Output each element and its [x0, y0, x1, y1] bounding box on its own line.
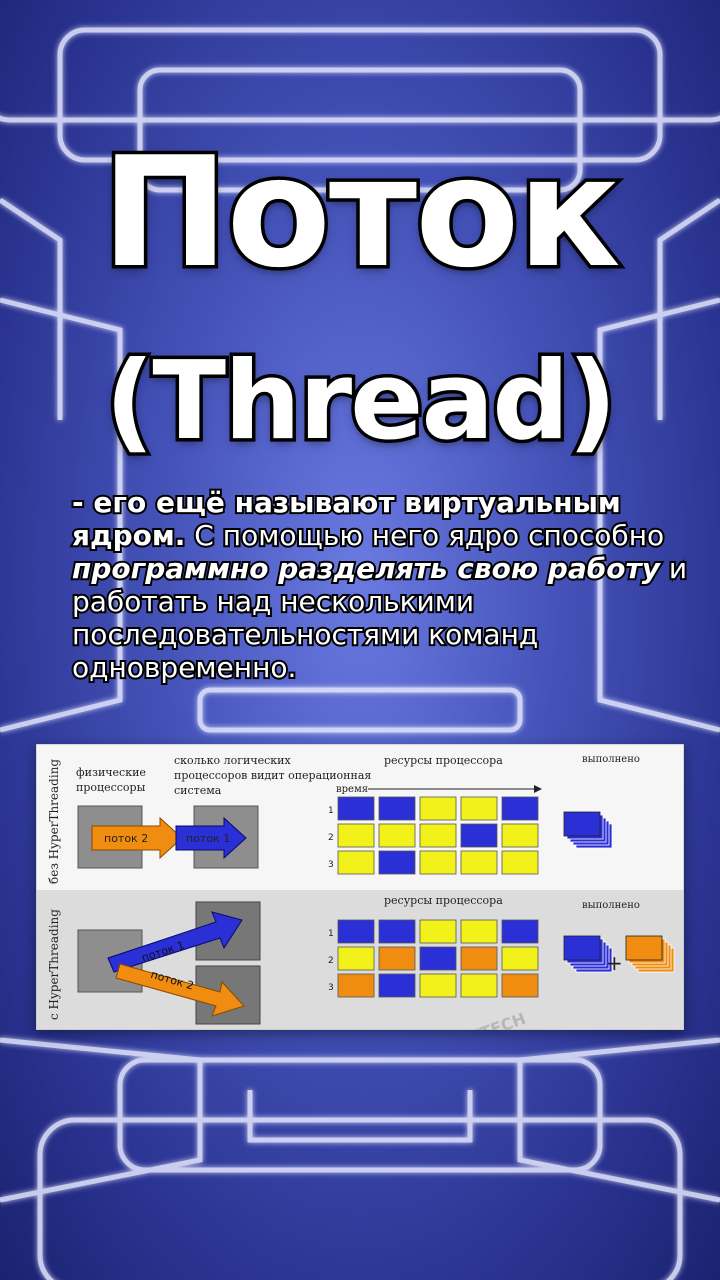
- row-number: 1: [328, 929, 334, 939]
- resource-cell: [338, 851, 374, 874]
- svg-text:поток 1: поток 1: [186, 832, 230, 845]
- resource-cell: [461, 851, 497, 874]
- resource-cell: [379, 920, 415, 943]
- resource-cell: [502, 920, 538, 943]
- resource-cell: [379, 797, 415, 820]
- resource-cell: [461, 824, 497, 847]
- label-with-ht: с HyperThreading: [47, 909, 61, 1020]
- resource-cell: [379, 974, 415, 997]
- resource-cell: [502, 974, 538, 997]
- page-subtitle: (Thread): [0, 342, 720, 462]
- resource-grid-with: [338, 920, 538, 997]
- row-number: 1: [328, 806, 334, 816]
- resource-cell: [461, 974, 497, 997]
- resource-cell: [502, 797, 538, 820]
- description-regular-1: С помощью него ядро способно: [185, 519, 664, 552]
- header-resources-top: ресурсы процессора: [384, 754, 503, 767]
- label-without-ht: без HyperThreading: [47, 759, 61, 884]
- resource-cell: [379, 947, 415, 970]
- resource-cell: [420, 851, 456, 874]
- resource-cell: [461, 920, 497, 943]
- resource-cell: [338, 920, 374, 943]
- row-number: 3: [328, 860, 334, 870]
- resource-cell: [420, 947, 456, 970]
- header-done-bottom: выполнено: [582, 900, 640, 911]
- done-layer: [626, 936, 662, 960]
- resource-cell: [338, 974, 374, 997]
- header-done-top: выполнено: [582, 754, 640, 765]
- page-title: Поток: [0, 128, 720, 298]
- resource-cell: [338, 797, 374, 820]
- svg-text:поток 2: поток 2: [104, 832, 148, 845]
- resource-cell: [420, 974, 456, 997]
- resource-cell: [461, 797, 497, 820]
- resource-cell: [502, 851, 538, 874]
- done-layer: [564, 812, 600, 836]
- description-emphasis: программно разделять свою работу: [72, 552, 660, 585]
- description-text: - его ещё называют виртуальным ядром. С …: [72, 486, 702, 684]
- resource-cell: [502, 947, 538, 970]
- resource-grid-without: [338, 797, 538, 874]
- resource-cell: [379, 851, 415, 874]
- row-number: 2: [328, 833, 334, 843]
- resource-cell: [461, 947, 497, 970]
- plus-sign: +: [606, 951, 623, 975]
- resource-cell: [338, 947, 374, 970]
- header-resources-bottom: ресурсы процессора: [384, 894, 503, 907]
- resource-cell: [420, 824, 456, 847]
- hyperthreading-diagram: без HyperThreading с HyperThreading физи…: [36, 744, 684, 1030]
- resource-cell: [502, 824, 538, 847]
- row-number: 2: [328, 956, 334, 966]
- row-number: 3: [328, 983, 334, 993]
- header-time: время: [336, 784, 368, 795]
- resource-cell: [338, 824, 374, 847]
- resource-cell: [420, 920, 456, 943]
- resource-cell: [379, 824, 415, 847]
- done-layer: [564, 936, 600, 960]
- resource-cell: [420, 797, 456, 820]
